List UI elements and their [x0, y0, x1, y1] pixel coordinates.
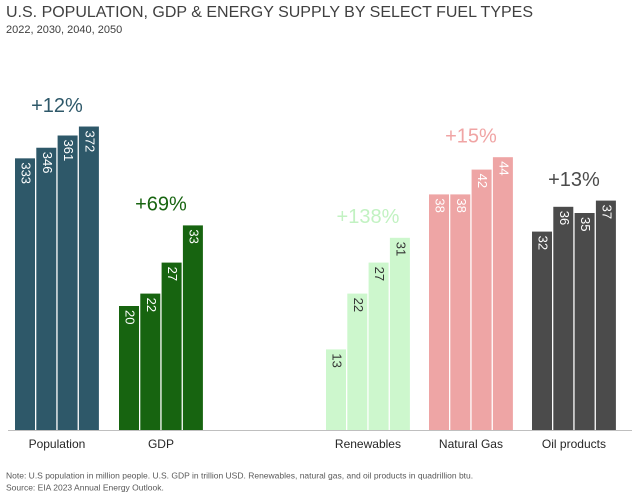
value-label: 33: [186, 229, 201, 243]
category-label: GDP: [148, 437, 174, 451]
value-label: 27: [372, 267, 387, 281]
chart-title: U.S. POPULATION, GDP & ENERGY SUPPLY BY …: [6, 4, 533, 21]
bar: [140, 293, 161, 430]
chart-subtitle: 2022, 2030, 2040, 2050: [6, 24, 122, 36]
bar: [532, 231, 552, 430]
value-label: 346: [40, 152, 55, 174]
value-label: 44: [496, 161, 511, 175]
value-label: 42: [475, 174, 490, 188]
source: Source: EIA 2023 Annual Energy Outlook.: [6, 482, 164, 492]
value-label: 38: [433, 198, 448, 212]
bar: [574, 213, 595, 430]
bar: [15, 158, 35, 430]
change-label: +15%: [445, 125, 497, 147]
bar: [161, 262, 182, 430]
category-label: Population: [29, 437, 86, 451]
value-label: 361: [61, 140, 76, 162]
bar: [57, 135, 78, 430]
change-label: +13%: [548, 169, 600, 191]
change-label: +138%: [337, 206, 400, 228]
value-label: 38: [454, 198, 469, 212]
category-label: Natural Gas: [439, 437, 503, 451]
value-label: 36: [557, 211, 572, 225]
value-label: 31: [393, 242, 408, 256]
change-label: +69%: [135, 194, 187, 216]
value-label: 20: [123, 310, 138, 324]
bar: [119, 306, 139, 430]
value-label: 32: [536, 236, 551, 250]
bar: [429, 194, 449, 430]
bar: [389, 237, 410, 430]
value-label: 22: [351, 298, 366, 312]
bar: [368, 262, 389, 430]
value-label: 27: [165, 267, 180, 281]
bar: [78, 126, 99, 431]
bar: [450, 194, 471, 430]
note: Note: U.S population in million people. …: [6, 470, 473, 480]
category-label: Renewables: [335, 437, 401, 451]
bar: [347, 293, 368, 430]
bar: [553, 206, 574, 430]
bar: [182, 225, 203, 430]
value-label: 22: [144, 298, 159, 312]
category-label: Oil products: [542, 437, 606, 451]
value-label: 333: [19, 162, 34, 184]
bar: [595, 200, 616, 430]
bar: [471, 169, 492, 430]
bar: [492, 157, 513, 430]
bar: [36, 147, 57, 430]
value-label: 35: [578, 217, 593, 231]
value-label: 37: [599, 205, 614, 219]
value-label: 13: [330, 353, 345, 367]
change-label: +12%: [31, 95, 83, 117]
bar: [326, 349, 346, 430]
value-label: 372: [82, 131, 97, 153]
